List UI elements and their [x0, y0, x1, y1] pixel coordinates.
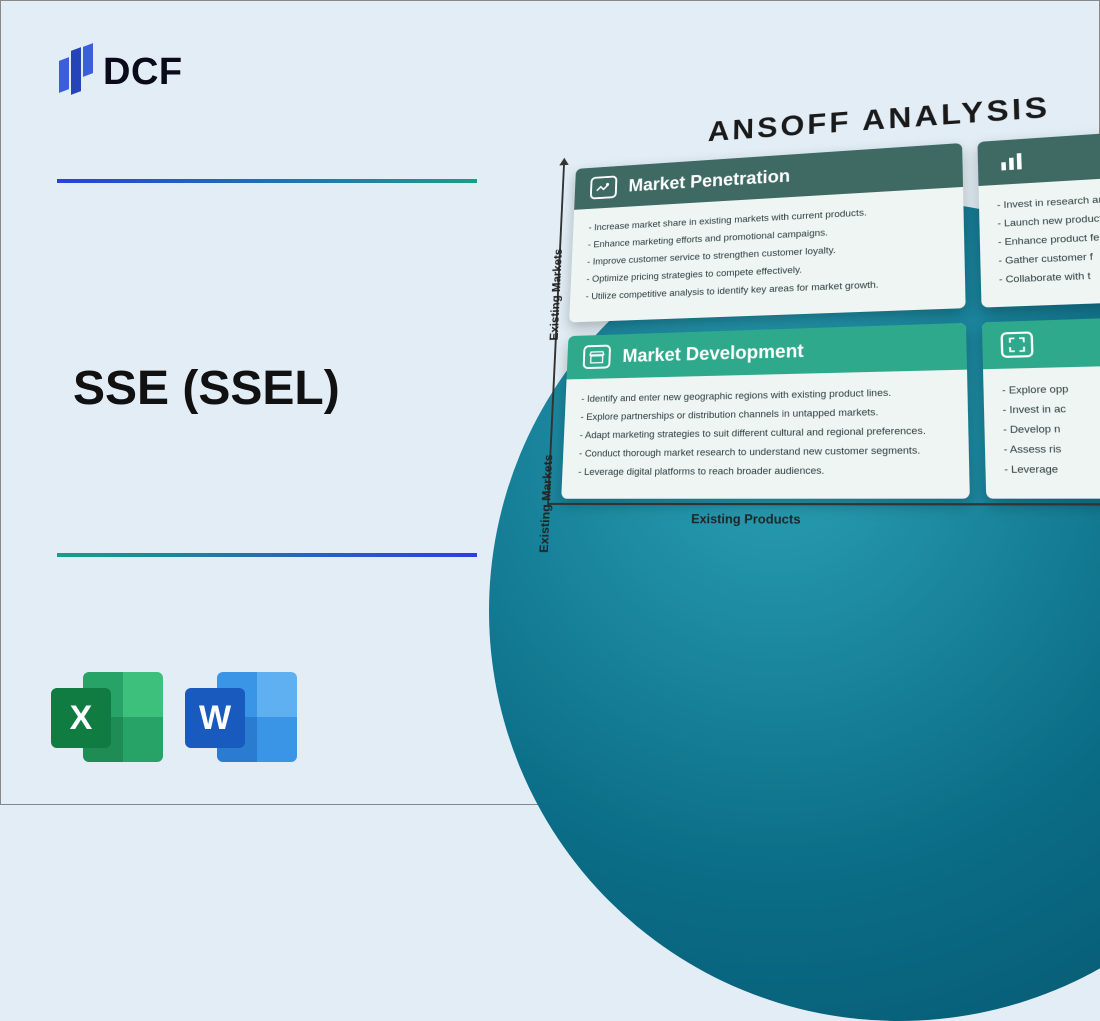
card-body: Identify and enter new geographic region…: [561, 370, 970, 499]
card-diversification: Diversification Explore opp Invest in ac…: [982, 316, 1100, 500]
storefront-icon: [583, 345, 611, 370]
list-item: Develop n: [1003, 419, 1100, 441]
list-item: Leverage: [1004, 460, 1100, 481]
file-format-icons: X W: [51, 666, 297, 768]
x-axis: [547, 503, 1100, 506]
brand-logo: DCF: [59, 45, 183, 99]
divider-top: [57, 179, 477, 183]
card-market-development: Market Development Identify and enter ne…: [561, 323, 970, 499]
list-item: Leverage digital platforms to reach broa…: [578, 462, 951, 483]
card-title: Market Development: [622, 340, 804, 367]
logo-mark-icon: [59, 45, 93, 99]
brand-name: DCF: [103, 51, 183, 94]
excel-icon: X: [51, 666, 163, 768]
expand-icon: [1000, 332, 1033, 359]
list-item: Assess ris: [1003, 439, 1100, 461]
card-body: Explore opp Invest in ac Develop n Asses…: [983, 364, 1100, 499]
card-body: Invest in research and Launch new produc…: [979, 174, 1100, 308]
y-axis-label-upper: Existing Markets: [547, 248, 565, 340]
excel-letter: X: [51, 688, 111, 748]
card-market-penetration: Market Penetration Increase market share…: [569, 143, 966, 323]
image-icon: [590, 175, 618, 199]
bars-icon: [995, 149, 1027, 175]
card-body: Increase market share in existing market…: [569, 187, 966, 323]
x-axis-label: Existing Products: [691, 512, 801, 528]
list-item: Explore opp: [1002, 378, 1100, 401]
card-product-development: Product Development Invest in research a…: [977, 128, 1100, 308]
card-title: Market Penetration: [628, 166, 790, 196]
word-letter: W: [185, 688, 245, 748]
page-title: SSE (SSEL): [73, 361, 340, 416]
list-item: Invest in ac: [1002, 398, 1100, 421]
list-item: Conduct thorough market research to unde…: [579, 442, 951, 464]
divider-bottom: [57, 553, 477, 557]
word-icon: W: [185, 666, 297, 768]
ansoff-matrix: ANSOFF ANALYSIS Existing Markets Existin…: [518, 79, 1100, 530]
